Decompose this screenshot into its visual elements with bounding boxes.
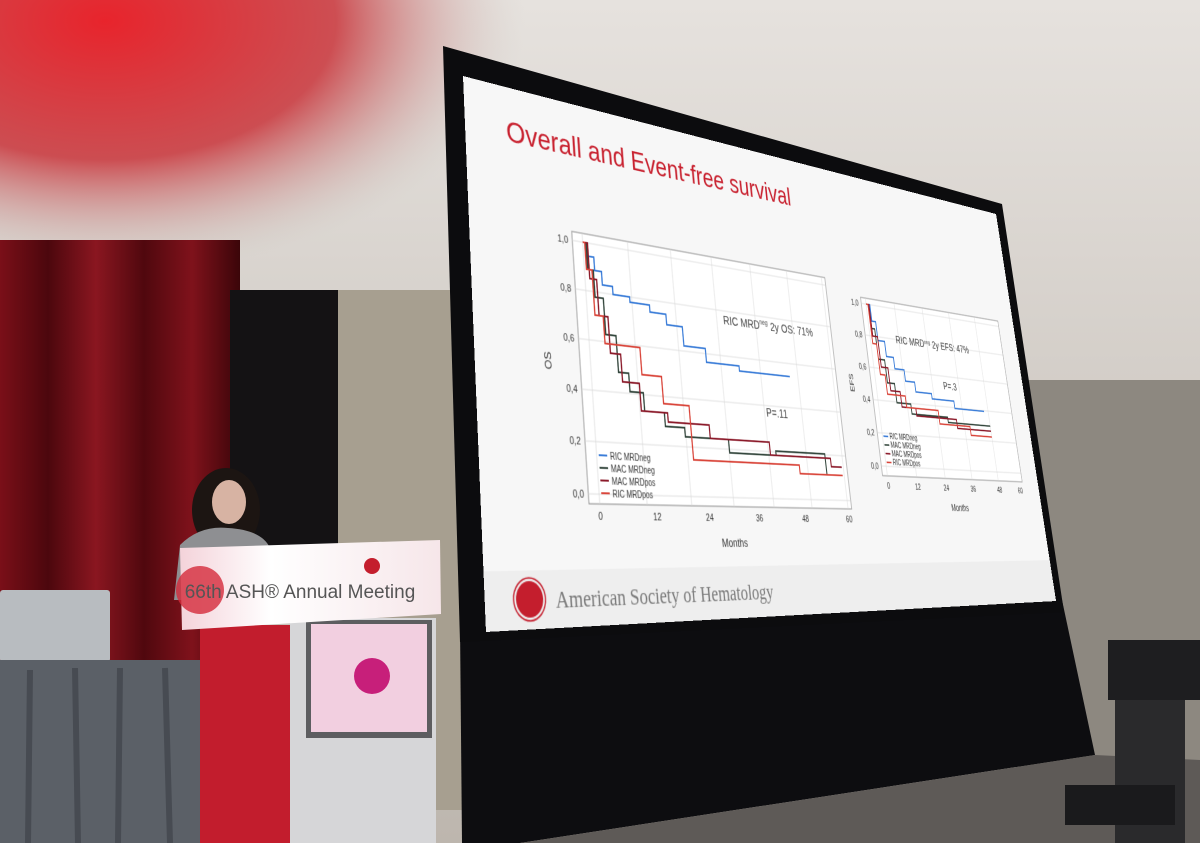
os-chart: 1,0 0,8 0,6 0,4 0,2 0,0 0 12 24 36 48 60… [542, 225, 856, 550]
x-tick-label: 36 [756, 514, 764, 525]
laptop [0, 590, 110, 662]
y-axis-label: EFS [848, 373, 857, 392]
legend-label: MAC MRDpos [611, 476, 656, 488]
plot-area [572, 231, 852, 509]
banner-text: 66th ASH® Annual Meeting [185, 582, 416, 603]
legend: RIC MRDneg MAC MRDneg MAC MRDpos RIC MRD… [883, 432, 922, 468]
face [212, 480, 246, 524]
y-tick-label: 1,0 [851, 298, 860, 308]
x-tick-label: 24 [943, 484, 950, 493]
floor [520, 755, 1200, 843]
y-tick-label: 0,8 [854, 330, 863, 340]
banner-dot [176, 566, 224, 614]
x-axis-label: Months [721, 536, 748, 550]
y-tick-label: 0,4 [566, 383, 578, 395]
legend-label: RIC MRDneg [889, 432, 918, 442]
x-tick-label: 36 [970, 485, 977, 494]
legend-label: MAC MRDneg [890, 441, 921, 451]
x-tick-label: 48 [997, 486, 1003, 495]
legend-label: RIC MRDpos [892, 458, 921, 468]
legend-label: MAC MRDneg [611, 464, 656, 476]
legend-label: RIC MRDpos [612, 489, 653, 500]
annotation-text: 2y OS: 71% [767, 319, 813, 339]
x-tick-label: 24 [706, 513, 715, 524]
y-tick-label: 0,6 [858, 362, 867, 372]
floor-monitor [1065, 785, 1175, 825]
x-axis-label: Months [951, 503, 970, 513]
y-axis-label: OS [542, 351, 554, 370]
x-tick-label: 48 [802, 514, 810, 524]
banner-logo [364, 558, 380, 574]
camera-equipment [1108, 640, 1200, 700]
x-tick-label: 60 [1017, 487, 1023, 496]
y-tick-label: 0,2 [569, 436, 581, 448]
p-value: P=.3 [942, 379, 957, 393]
legend-label: RIC MRDneg [610, 451, 651, 463]
slide: Overall and Event-free survival 1,0 0,8 … [463, 76, 1057, 632]
slide-canvas: Overall and Event-free survival 1,0 0,8 … [463, 76, 1057, 632]
annotation-sup: neg [924, 338, 931, 346]
y-tick-label: 1,0 [557, 234, 569, 247]
p-value: P=.11 [765, 405, 788, 421]
x-tick-label: 12 [653, 512, 662, 523]
y-tick-label: 0,0 [870, 462, 879, 472]
x-tick-label: 12 [915, 483, 922, 493]
x-tick-label: 60 [846, 515, 854, 525]
x-tick-label: 0 [598, 511, 603, 523]
annotation-sup: neg [759, 317, 768, 327]
y-tick-label: 0,2 [866, 428, 875, 438]
y-tick-label: 0,8 [560, 282, 572, 294]
podium-front [200, 625, 292, 843]
legend-label: MAC MRDpos [891, 450, 922, 460]
x-tick-label: 0 [887, 482, 891, 492]
podium-logo [354, 658, 390, 694]
y-tick-label: 0,6 [563, 332, 575, 344]
annotation: RIC MRDneg 2y OS: 71% [722, 312, 813, 339]
footer-bar [483, 560, 1057, 632]
y-tick-label: 0,0 [572, 489, 584, 501]
y-tick-label: 0,4 [862, 395, 871, 405]
legend: RIC MRDneg MAC MRDneg MAC MRDpos RIC MRD… [598, 451, 656, 500]
annotation-text: 2y EFS: 47% [929, 338, 969, 356]
tablecloth-folds [25, 667, 215, 843]
screen-skirt [460, 600, 1095, 843]
efs-chart: 1,0 0,8 0,6 0,4 0,2 0,0 0 12 24 36 48 60… [848, 293, 1027, 514]
annotation: RIC MRDneg 2y EFS: 47% [895, 333, 970, 356]
annotation-text: RIC MRD [722, 312, 760, 331]
annotation-text: RIC MRD [895, 333, 925, 350]
